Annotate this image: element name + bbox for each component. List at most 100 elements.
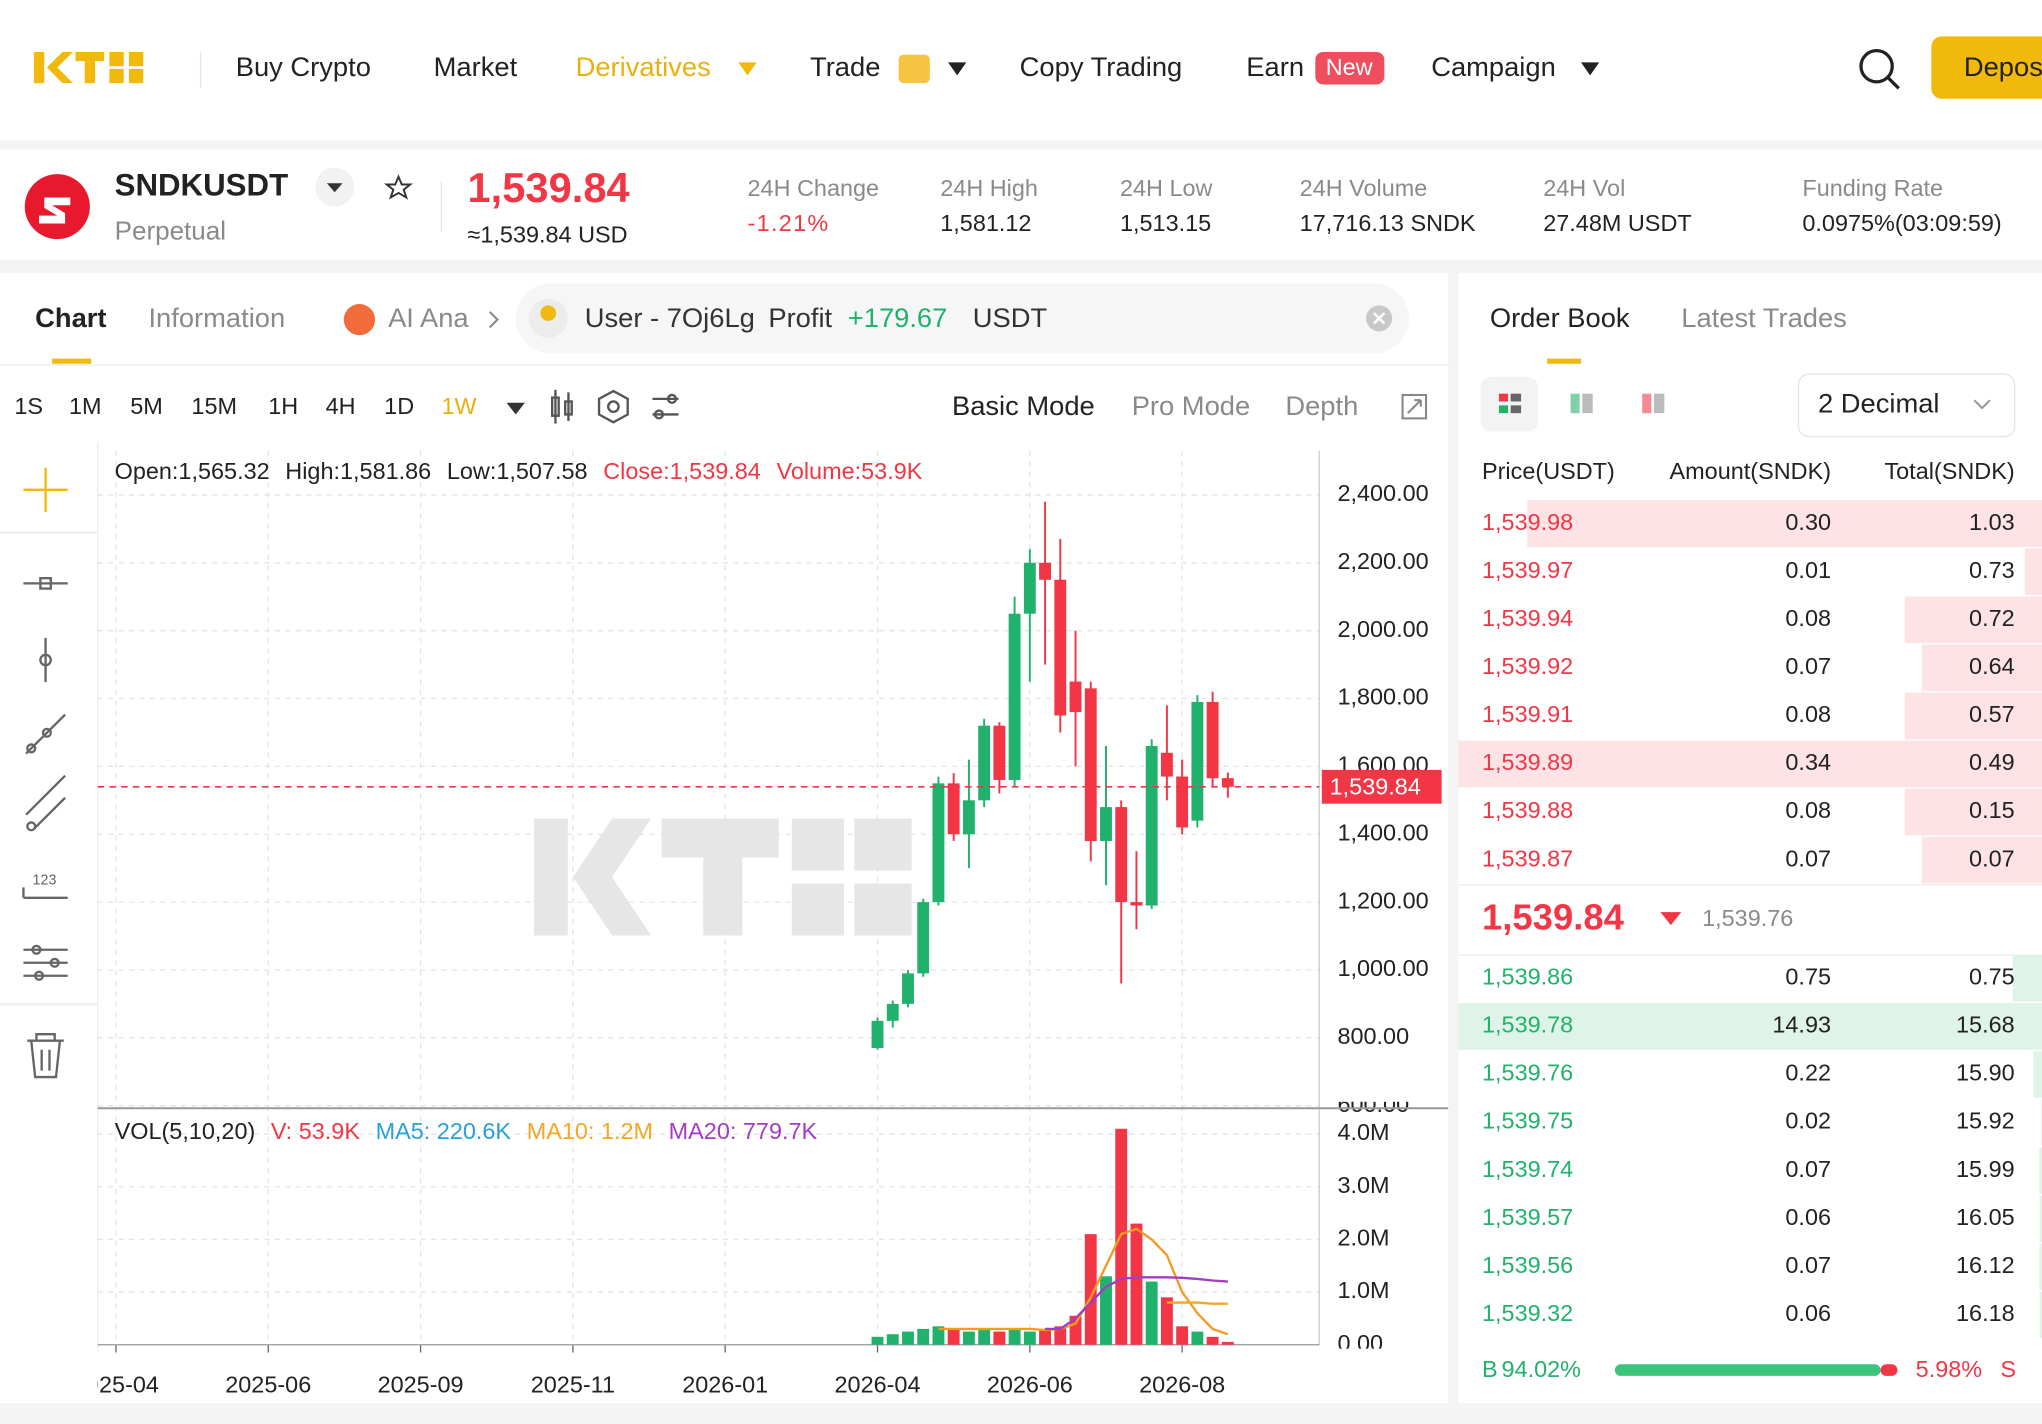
book-total: 0.75 [1969,964,2015,990]
deposit-text[interactable]: Depos [1964,51,2042,82]
volume-bar [1069,1315,1082,1345]
interval[interactable]: 5M [130,393,163,419]
candle-body [1039,562,1052,580]
ohlc-legend: Close:1,539.84 [603,458,761,484]
nav-item[interactable]: Campaign [1431,51,1556,82]
y-tick-label: 1,400.00 [1337,819,1428,845]
volume-legend: MA10: 1.2M [527,1118,653,1144]
nav-item[interactable]: Market [434,51,518,82]
dropdown-arrow [1580,62,1600,76]
interval[interactable]: 1W [441,393,477,419]
panel-divider [1448,272,1459,1404]
down-arrow [1660,912,1682,926]
mark-price: 1,539.76 [1702,905,1793,931]
book-total: 16.18 [1956,1300,2015,1326]
volume-bar [1008,1328,1021,1345]
interval[interactable]: 1M [69,393,102,419]
x-tick-label: 2026-04 [835,1372,921,1398]
nav-item[interactable]: Copy Trading [1020,51,1183,82]
fullscreen-icon[interactable] [1401,393,1428,420]
candle-body [1206,701,1219,779]
depth-bar [1458,1003,2042,1050]
candle-body [1115,807,1128,903]
x-tick-label: 2026-06 [987,1372,1073,1398]
book-price: 1,539.78 [1482,1012,1573,1038]
book-total: 0.72 [1969,605,2015,631]
book-price: 1,539.76 [1482,1060,1573,1086]
x-tick-label: 2026-01 [682,1372,768,1398]
book-price: 1,539.91 [1482,701,1573,727]
candle-body [993,725,1006,780]
depth-bar [1921,836,2042,884]
search-icon[interactable] [1859,49,1900,90]
depth-bar [2024,548,2042,596]
settings-icon[interactable] [597,389,629,424]
volume-bar [932,1326,945,1345]
chevron [1973,399,1991,410]
depth-bar [2039,1291,2042,1339]
mid-price: 1,539.84 [1482,897,1625,938]
book-total: 0.73 [1969,557,2015,583]
stat-label: Funding Rate [1802,175,1943,201]
candle-body [1176,776,1189,828]
view-toggle[interactable] [1480,376,1539,432]
chart-tab[interactable]: AI Ana [388,302,469,333]
depth-bar [1904,692,2042,740]
chart-type-icon[interactable] [551,389,573,424]
axis-mask [1320,1091,1449,1102]
nav-item[interactable]: Trade [810,51,880,82]
dropdown-arrow [506,402,525,415]
separator [0,140,2042,150]
book-amount: 0.30 [1785,509,1831,535]
book-view-icons[interactable] [1498,393,1665,414]
avatar-head [540,305,557,321]
footer-band [0,1403,2042,1424]
volume-legend: V: 53.9K [271,1118,360,1144]
depth-bar [1904,596,2042,644]
deposit-button[interactable] [1931,36,2042,99]
interval[interactable]: 1H [268,393,298,419]
volume-bar [993,1331,1006,1345]
candle-body [962,800,975,835]
book-tab[interactable]: Order Book [1490,302,1630,333]
volume-bar [871,1336,884,1345]
volume-bar [902,1331,914,1345]
close-glyph [1373,312,1386,325]
interval[interactable]: 4H [326,393,356,419]
volume-ma-line [1166,1301,1228,1305]
stat-label: 24H High [940,175,1038,201]
interval[interactable]: 1D [384,393,414,419]
book-tab[interactable]: Latest Trades [1681,302,1847,333]
volume-bar [947,1328,960,1345]
nav-item[interactable]: Buy Crypto [236,51,371,82]
profit-unit: USDT [973,302,1048,333]
chart-tab[interactable]: Information [148,302,285,333]
book-total: 16.05 [1956,1204,2015,1230]
nav-item[interactable]: Derivatives [576,51,711,82]
x-tick-label: 2025-09 [378,1372,464,1398]
stat-value: 27.48M USDT [1543,210,1691,236]
mode[interactable]: Basic Mode [952,390,1095,421]
trade-icon [898,54,930,84]
depth-bar [2033,1051,2042,1098]
nav-item[interactable]: Earn [1246,51,1304,82]
indicator-icon[interactable] [652,393,679,420]
favorite-star[interactable] [383,174,414,200]
candle-body [1008,613,1021,780]
book-price: 1,539.56 [1482,1252,1573,1278]
depth-bar [1527,500,2042,547]
precision-select[interactable] [1797,373,2016,438]
dropdown-arrow [948,62,967,76]
chart-tab[interactable]: Chart [35,302,106,333]
mode[interactable]: Pro Mode [1132,390,1250,421]
volume-bar [978,1328,991,1345]
interval[interactable]: 15M [191,393,237,419]
interval[interactable]: 1S [14,393,43,419]
book-amount: 14.93 [1772,1012,1831,1038]
volume-tick-label: 2.0M [1337,1225,1389,1251]
mode[interactable]: Depth [1285,390,1358,421]
candle-body [947,783,960,835]
new-badge [1315,51,1385,85]
book-total: 16.12 [1956,1252,2015,1278]
